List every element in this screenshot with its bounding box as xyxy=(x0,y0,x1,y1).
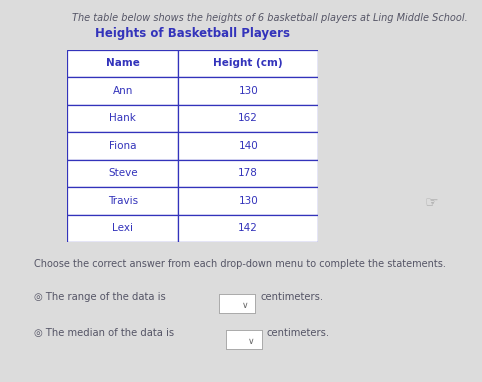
Text: 130: 130 xyxy=(239,196,258,206)
Polygon shape xyxy=(178,160,318,187)
Text: Travis: Travis xyxy=(108,196,138,206)
Polygon shape xyxy=(178,215,318,242)
Polygon shape xyxy=(67,77,178,105)
Text: Lexi: Lexi xyxy=(112,223,134,233)
Polygon shape xyxy=(67,187,178,215)
Text: ◎ The range of the data is: ◎ The range of the data is xyxy=(34,292,165,302)
Text: Choose the correct answer from each drop-down menu to complete the statements.: Choose the correct answer from each drop… xyxy=(34,259,446,269)
Text: Heights of Basketball Players: Heights of Basketball Players xyxy=(95,27,290,40)
Text: Fiona: Fiona xyxy=(109,141,137,151)
Text: Steve: Steve xyxy=(108,168,138,178)
Text: 142: 142 xyxy=(238,223,258,233)
Polygon shape xyxy=(178,50,318,77)
Text: 140: 140 xyxy=(239,141,258,151)
Text: Height (cm): Height (cm) xyxy=(214,58,283,68)
Text: The table below shows the heights of 6 basketball players at Ling Middle School.: The table below shows the heights of 6 b… xyxy=(72,13,468,23)
Polygon shape xyxy=(178,77,318,105)
Text: ☞: ☞ xyxy=(425,195,438,210)
Text: ∨: ∨ xyxy=(242,301,249,310)
Polygon shape xyxy=(67,105,178,132)
Polygon shape xyxy=(178,132,318,160)
Text: Ann: Ann xyxy=(113,86,133,96)
Text: Name: Name xyxy=(106,58,140,68)
Text: 130: 130 xyxy=(239,86,258,96)
Polygon shape xyxy=(67,215,178,242)
Text: centimeters.: centimeters. xyxy=(267,328,330,338)
Polygon shape xyxy=(178,105,318,132)
Text: 178: 178 xyxy=(238,168,258,178)
Text: ◎ The median of the data is: ◎ The median of the data is xyxy=(34,328,174,338)
Polygon shape xyxy=(67,50,178,77)
Text: Hank: Hank xyxy=(109,113,136,123)
Text: centimeters.: centimeters. xyxy=(260,292,323,302)
Polygon shape xyxy=(178,187,318,215)
Text: 162: 162 xyxy=(238,113,258,123)
Polygon shape xyxy=(67,132,178,160)
Text: ∨: ∨ xyxy=(248,337,255,346)
Polygon shape xyxy=(67,160,178,187)
